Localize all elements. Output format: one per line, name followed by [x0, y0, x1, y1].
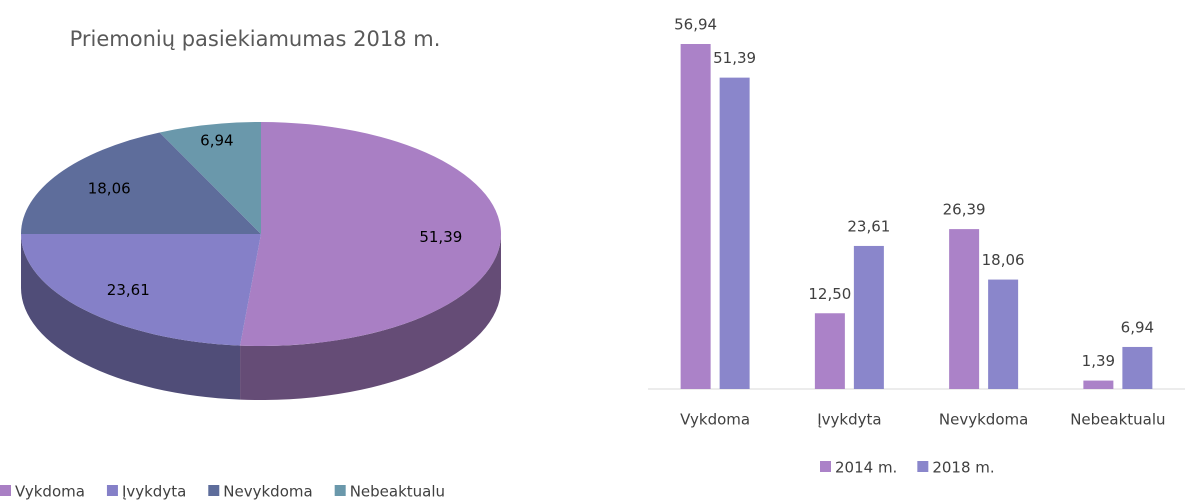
legend-swatch [334, 485, 346, 496]
pie-side [21, 234, 241, 400]
legend-label: Nebeaktualu [350, 483, 445, 500]
pie-slice [240, 122, 501, 346]
bar [719, 77, 750, 389]
bar-value-label: 6,94 [1121, 318, 1154, 336]
bar [1083, 380, 1114, 389]
bar-value-label: 23,61 [847, 217, 890, 235]
pie-label: 51,39 [419, 228, 462, 246]
legend-label: Nevykdoma [223, 483, 312, 500]
bar-value-label: 56,94 [674, 16, 717, 34]
legend-swatch [820, 461, 831, 472]
bar [814, 313, 845, 389]
pie-label: 6,94 [200, 132, 233, 150]
pie-label: 23,61 [107, 281, 150, 299]
bar-value-label: 12,50 [808, 285, 851, 303]
bar-value-label: 18,06 [982, 251, 1025, 269]
pie-slice [21, 234, 261, 346]
bar-value-label: 1,39 [1082, 352, 1115, 370]
legend-swatch [917, 461, 929, 472]
bar [1122, 346, 1153, 389]
legend-swatch [106, 485, 118, 496]
bar [680, 44, 711, 389]
x-tick-label: Įvykdyta [817, 411, 881, 429]
legend-label: 2014 m. [835, 459, 897, 477]
pie-label: 18,06 [88, 179, 131, 197]
pie-slice [159, 122, 261, 234]
bar [949, 229, 980, 389]
legend-swatch [0, 485, 11, 496]
x-tick-label: Nevykdoma [939, 411, 1028, 429]
bar-value-label: 51,39 [713, 49, 756, 67]
legend-label: Vykdoma [15, 483, 85, 500]
bar-value-label: 26,39 [943, 201, 986, 219]
legend-swatch [208, 485, 220, 496]
bar [853, 245, 884, 389]
pie-side [240, 234, 502, 401]
pie-slice [21, 132, 261, 234]
x-tick-label: Vykdoma [680, 411, 750, 429]
pie-title: Priemonių pasiekiamumas 2018 m. [70, 27, 441, 51]
x-tick-label: Nebeaktualu [1070, 411, 1165, 429]
legend-label: 2018 m. [932, 459, 994, 477]
bar [988, 279, 1019, 389]
legend-label: Įvykdyta [122, 483, 186, 500]
